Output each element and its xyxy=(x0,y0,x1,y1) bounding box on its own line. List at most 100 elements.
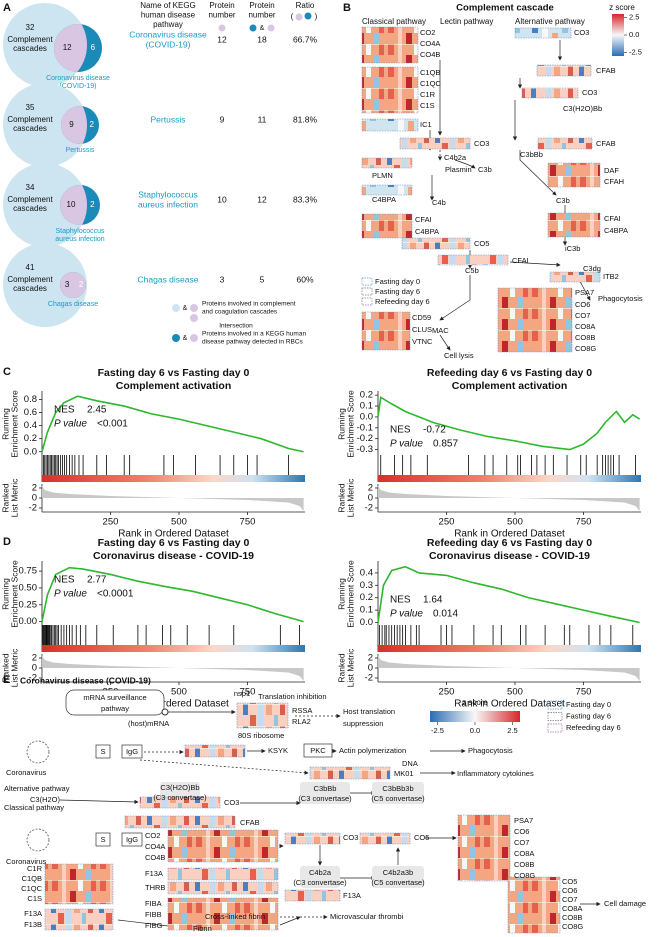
node-label: CO8A xyxy=(514,849,534,858)
node-label: CO3 xyxy=(574,28,589,37)
x-tick-label: 750 xyxy=(576,687,592,698)
y-tick-label: -2 xyxy=(29,503,37,514)
node-label: CO4A xyxy=(145,842,165,851)
box xyxy=(121,744,143,759)
metric-area xyxy=(378,655,640,681)
heatmap xyxy=(547,162,601,188)
heatmap xyxy=(437,254,509,266)
node-label: CO4B xyxy=(145,853,165,862)
node-label: PKC xyxy=(310,746,326,755)
x-tick-label: 500 xyxy=(507,687,523,698)
heatmap xyxy=(507,876,561,934)
venn-intersection xyxy=(60,272,86,298)
x-axis-label: Rank in Ordered Dataset xyxy=(454,699,565,710)
heatmap xyxy=(457,814,511,882)
node-label: PLMN xyxy=(372,171,393,180)
label: cascades xyxy=(13,284,47,293)
heatmap xyxy=(536,64,592,77)
label: 3 xyxy=(65,280,70,289)
node-label: C4b xyxy=(432,198,446,207)
icon xyxy=(172,304,180,312)
y-tick-label: 0.50 xyxy=(19,582,38,593)
metric-area xyxy=(378,485,640,511)
legend-swatch xyxy=(361,277,373,286)
y-axis-label: Ranked xyxy=(336,653,346,683)
label: cascades xyxy=(13,204,47,213)
annotation: 1.64 xyxy=(423,595,443,606)
node-label: CO4B xyxy=(420,50,440,59)
label: 12 xyxy=(217,34,227,44)
label: Complement xyxy=(7,275,53,284)
node-label: C3(H2O)Bb xyxy=(563,104,602,113)
label: 9 xyxy=(220,114,225,124)
y-tick-label: 0.4 xyxy=(360,567,373,578)
node-label: C4BPA xyxy=(604,226,628,235)
label: 41 xyxy=(26,263,35,272)
heatmap xyxy=(361,118,419,132)
y-tick-label: 0.0 xyxy=(360,617,373,628)
legend-swatch xyxy=(361,287,373,296)
y-tick-label: 0.75 xyxy=(19,566,38,577)
annotation: P value xyxy=(390,439,423,450)
node-label: C1R xyxy=(420,90,436,99)
heatmap xyxy=(309,766,391,780)
rank-colorbar xyxy=(42,475,305,482)
y-axis-label: Running xyxy=(336,578,346,610)
node-label: C3b xyxy=(478,165,492,174)
label: 35 xyxy=(26,103,35,112)
node-label: (C3 convertase) xyxy=(153,793,207,802)
node-label: CO3 xyxy=(582,88,597,97)
label: & xyxy=(183,305,188,312)
heatmap xyxy=(514,27,572,39)
node-label: CO6 xyxy=(575,300,590,309)
label: 11 xyxy=(258,114,267,124)
y-tick-label: 0.2 xyxy=(24,433,37,444)
node-label: Host translation xyxy=(343,707,395,716)
heatmap xyxy=(537,137,593,150)
venn-intersection xyxy=(60,185,87,225)
node-label: CLUS xyxy=(412,325,432,334)
venn-complement xyxy=(3,243,87,327)
label: Pertussis xyxy=(66,147,95,154)
node-label: Alternative pathway xyxy=(4,784,70,793)
label: 34 xyxy=(26,183,35,192)
node-label: F13A xyxy=(24,909,42,918)
node-label: F13A xyxy=(343,891,361,900)
node-label: FIBB xyxy=(145,910,162,919)
annotation: 0.857 xyxy=(433,439,458,450)
node-label: CO7 xyxy=(514,838,529,847)
node-label: CO8G xyxy=(514,871,535,880)
node-label: Inflammatory cytokines xyxy=(457,769,534,778)
y-tick-label: 0.00 xyxy=(19,616,38,627)
node-label: VTNC xyxy=(412,337,433,346)
complex-box xyxy=(372,866,424,888)
node-label: Translation inhibition xyxy=(258,692,327,701)
heatmap xyxy=(361,213,413,239)
icon xyxy=(304,12,312,20)
node-label: C4b2a xyxy=(309,868,332,877)
y-tick-label: 2 xyxy=(32,653,37,664)
heatmap xyxy=(401,237,471,250)
label: 66.7% xyxy=(293,34,318,44)
node-label: CFAB xyxy=(240,818,260,827)
panel-label: E xyxy=(3,674,10,686)
y-axis-label: Enrichment Score xyxy=(9,390,19,458)
label: 2 xyxy=(79,280,84,289)
y-tick-label: 0.25 xyxy=(19,599,38,610)
annotation: P value xyxy=(54,589,87,600)
column-header: human disease xyxy=(141,11,196,20)
x-tick-label: 750 xyxy=(240,687,256,698)
enrichment-line xyxy=(377,396,641,451)
panel-label: B xyxy=(343,2,351,14)
legend-swatch xyxy=(361,297,373,306)
node-label: PSA7 xyxy=(575,288,594,297)
column-header: pathway xyxy=(153,20,183,29)
heatmap xyxy=(167,829,279,863)
icon xyxy=(190,314,198,322)
node-label: KSYK xyxy=(268,746,288,755)
node-label: C1QC xyxy=(21,884,42,893)
label: aureus infection xyxy=(55,236,105,243)
colorbar xyxy=(612,14,624,56)
heatmap xyxy=(284,889,341,902)
node-label: C1R xyxy=(27,864,43,873)
